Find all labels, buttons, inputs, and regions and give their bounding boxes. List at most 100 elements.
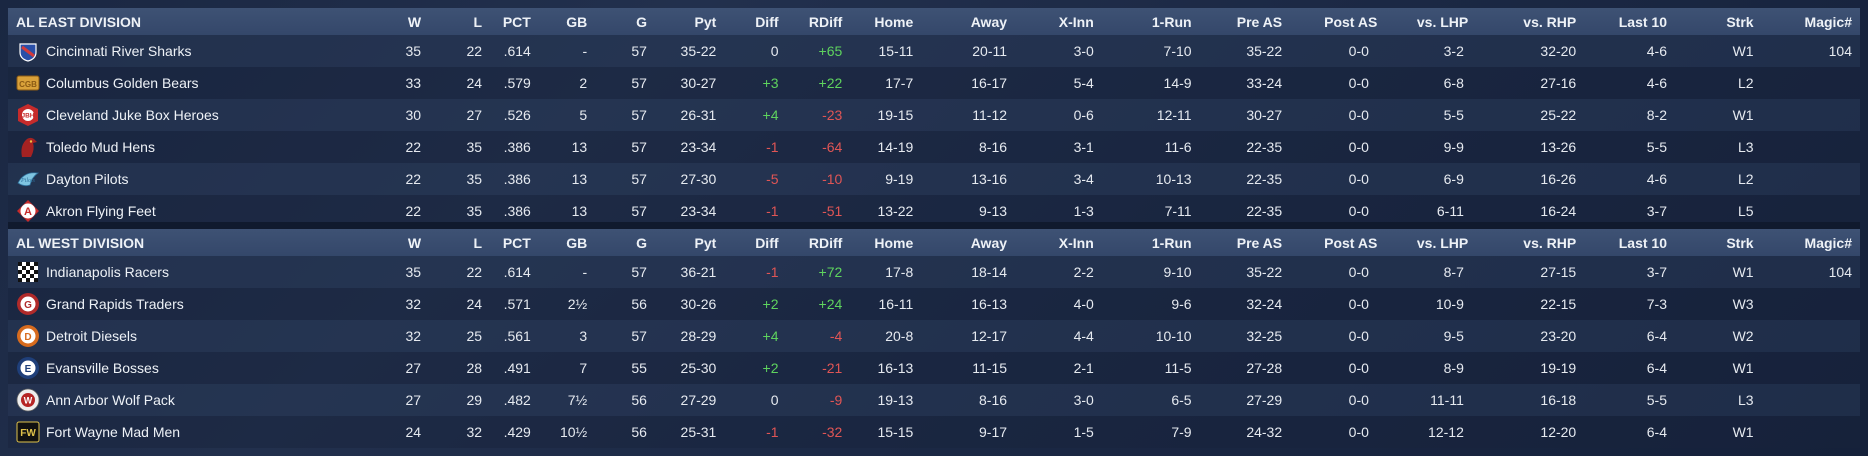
cell-vs-rhp: 27-15 (1540, 264, 1577, 280)
cell-pyt: 36-21 (680, 264, 717, 280)
cell-pct: .561 (503, 328, 531, 344)
team-cell[interactable]: Cincinnati River Sharks (8, 35, 385, 67)
team-name-link[interactable]: Cincinnati River Sharks (46, 43, 192, 59)
team-row[interactable]: Toledo Mud Hens 22 35 .386 13 57 23-34 -1 -64 14-… (8, 131, 1860, 163)
column-header-pyt[interactable]: Pyt (694, 13, 717, 30)
team-cell[interactable]: CGB Columbus Golden Bears (8, 67, 385, 99)
team-cell[interactable]: JBH Cleveland Juke Box Heroes (8, 99, 385, 131)
team-name-link[interactable]: Grand Rapids Traders (46, 296, 184, 312)
column-header-pre-as[interactable]: Pre AS (1236, 234, 1283, 251)
column-header-home[interactable]: Home (874, 234, 914, 251)
cell-magic-number (1771, 99, 1860, 131)
team-name-link[interactable]: Cleveland Juke Box Heroes (46, 107, 219, 123)
cell-pct: .482 (503, 392, 531, 408)
cell-home: 20-8 (885, 328, 914, 344)
team-cell[interactable]: Toledo Mud Hens (8, 131, 385, 163)
cell-x-inn: 3-1 (1073, 139, 1094, 155)
column-header-one-run[interactable]: 1-Run (1151, 234, 1192, 251)
column-header-x-inn[interactable]: X-Inn (1058, 13, 1094, 30)
cell-losses: 24 (466, 296, 483, 312)
team-row[interactable]: D Detroit Diesels 32 25 .561 3 57 28-29 +4 -4 20-8… (8, 320, 1860, 352)
team-cell[interactable]: G Grand Rapids Traders (8, 288, 385, 320)
column-header-vs-rhp[interactable]: vs. RHP (1523, 13, 1577, 30)
column-header-vs-rhp[interactable]: vs. RHP (1523, 234, 1577, 251)
column-header-pyt[interactable]: Pyt (694, 234, 717, 251)
team-row[interactable]: Cincinnati River Sharks 35 22 .614 - 57 35-22 0… (8, 35, 1860, 67)
cell-pct: .429 (503, 424, 531, 440)
team-cell[interactable]: Indianapolis Racers (8, 256, 385, 288)
team-row[interactable]: Pilots Dayton Pilots 22 35 .386 13 57 27-30 -5 -1… (8, 163, 1860, 195)
cell-vs-lhp: 6-11 (1436, 203, 1464, 219)
team-row[interactable]: W Ann Arbor Wolf Pack 27 29 .482 7½ 56 27-29 0 -9… (8, 384, 1860, 416)
team-cell[interactable]: A Akron Flying Feet (8, 195, 385, 227)
column-header-last-10[interactable]: Last 10 (1618, 234, 1667, 251)
column-header-games[interactable]: G (636, 234, 647, 251)
team-name-link[interactable]: Dayton Pilots (46, 171, 129, 187)
column-header-wins[interactable]: W (407, 234, 422, 251)
cell-streak: W1 (1732, 360, 1754, 376)
column-header-streak[interactable]: Strk (1726, 234, 1754, 251)
cell-rdiff: -64 (822, 139, 843, 155)
team-name-link[interactable]: Evansville Bosses (46, 360, 159, 376)
column-header-rdiff[interactable]: RDiff (808, 234, 843, 251)
column-header-vs-lhp[interactable]: vs. LHP (1416, 13, 1469, 30)
column-header-diff[interactable]: Diff (755, 234, 779, 251)
column-header-last-10[interactable]: Last 10 (1618, 13, 1667, 30)
column-header-magic-number[interactable]: Magic# (1804, 13, 1852, 30)
column-header-away[interactable]: Away (970, 234, 1008, 251)
team-row[interactable]: Indianapolis Racers 35 22 .614 - 57 36-21 -1 +72… (8, 256, 1860, 288)
svg-text:A: A (24, 206, 32, 218)
column-header-rdiff[interactable]: RDiff (808, 13, 843, 30)
column-header-wins[interactable]: W (407, 13, 422, 30)
column-header-away[interactable]: Away (970, 13, 1008, 30)
column-header-home[interactable]: Home (874, 13, 914, 30)
column-header-pre-as[interactable]: Pre AS (1236, 13, 1283, 30)
team-name-link[interactable]: Indianapolis Racers (46, 264, 169, 280)
team-cell[interactable]: E Evansville Bosses (8, 352, 385, 384)
svg-text:JBH: JBH (21, 113, 34, 120)
column-header-post-as[interactable]: Post AS (1324, 13, 1378, 30)
header-row: AL EAST DIVISION W L PCT GB G Pyt Diff RDiff Home… (8, 8, 1860, 35)
team-row[interactable]: CGB Columbus Golden Bears 33 24 .579 2 57 30-27… (8, 67, 1860, 99)
column-header-post-as[interactable]: Post AS (1324, 234, 1378, 251)
cell-gb: 3 (579, 328, 588, 344)
cell-wins: 22 (405, 203, 422, 219)
team-row[interactable]: FW Fort Wayne Mad Men 24 32 .429 10½ 56 25-31 -1… (8, 416, 1860, 448)
column-header-losses[interactable]: L (473, 13, 483, 30)
cell-last-10: 6-4 (1646, 360, 1667, 376)
team-row[interactable]: A Akron Flying Feet 22 35 .386 13 57 23-34 -1 -51… (8, 195, 1860, 227)
cell-losses: 27 (466, 107, 483, 123)
column-header-x-inn[interactable]: X-Inn (1058, 234, 1094, 251)
column-header-magic-number[interactable]: Magic# (1804, 234, 1852, 251)
team-cell[interactable]: Pilots Dayton Pilots (8, 163, 385, 195)
team-name-link[interactable]: Columbus Golden Bears (46, 75, 199, 91)
team-name-link[interactable]: Detroit Diesels (46, 328, 138, 344)
team-row[interactable]: E Evansville Bosses 27 28 .491 7 55 25-30 +2 -21 1… (8, 352, 1860, 384)
cell-vs-rhp: 12-20 (1540, 424, 1577, 440)
team-name-link[interactable]: Toledo Mud Hens (46, 139, 155, 155)
team-cell[interactable]: W Ann Arbor Wolf Pack (8, 384, 385, 416)
cell-gb: 7 (579, 360, 588, 376)
cell-last-10: 6-4 (1646, 424, 1667, 440)
column-header-pct[interactable]: PCT (502, 234, 531, 251)
team-name-link[interactable]: Ann Arbor Wolf Pack (46, 392, 175, 408)
team-row[interactable]: JBH Cleveland Juke Box Heroes 30 27 .526 5 57 2… (8, 99, 1860, 131)
team-name-link[interactable]: Fort Wayne Mad Men (46, 424, 181, 440)
team-name-link[interactable]: Akron Flying Feet (46, 203, 156, 219)
standings-table-east: AL EAST DIVISION W L PCT GB G Pyt Diff RDiff Home… (8, 8, 1860, 227)
column-header-streak[interactable]: Strk (1726, 13, 1754, 30)
cell-vs-lhp: 5-5 (1443, 107, 1464, 123)
team-row[interactable]: G Grand Rapids Traders 32 24 .571 2½ 56 30-26 +2… (8, 288, 1860, 320)
cell-pre-as: 27-28 (1246, 360, 1283, 376)
column-header-losses[interactable]: L (473, 234, 483, 251)
column-header-gb[interactable]: GB (566, 234, 588, 251)
column-header-gb[interactable]: GB (566, 13, 588, 30)
column-header-games[interactable]: G (636, 13, 647, 30)
column-header-one-run[interactable]: 1-Run (1151, 13, 1192, 30)
column-header-diff[interactable]: Diff (755, 13, 779, 30)
cell-away: 9-13 (979, 203, 1008, 219)
team-cell[interactable]: D Detroit Diesels (8, 320, 385, 352)
column-header-vs-lhp[interactable]: vs. LHP (1416, 234, 1469, 251)
column-header-pct[interactable]: PCT (502, 13, 531, 30)
team-cell[interactable]: FW Fort Wayne Mad Men (8, 416, 385, 448)
